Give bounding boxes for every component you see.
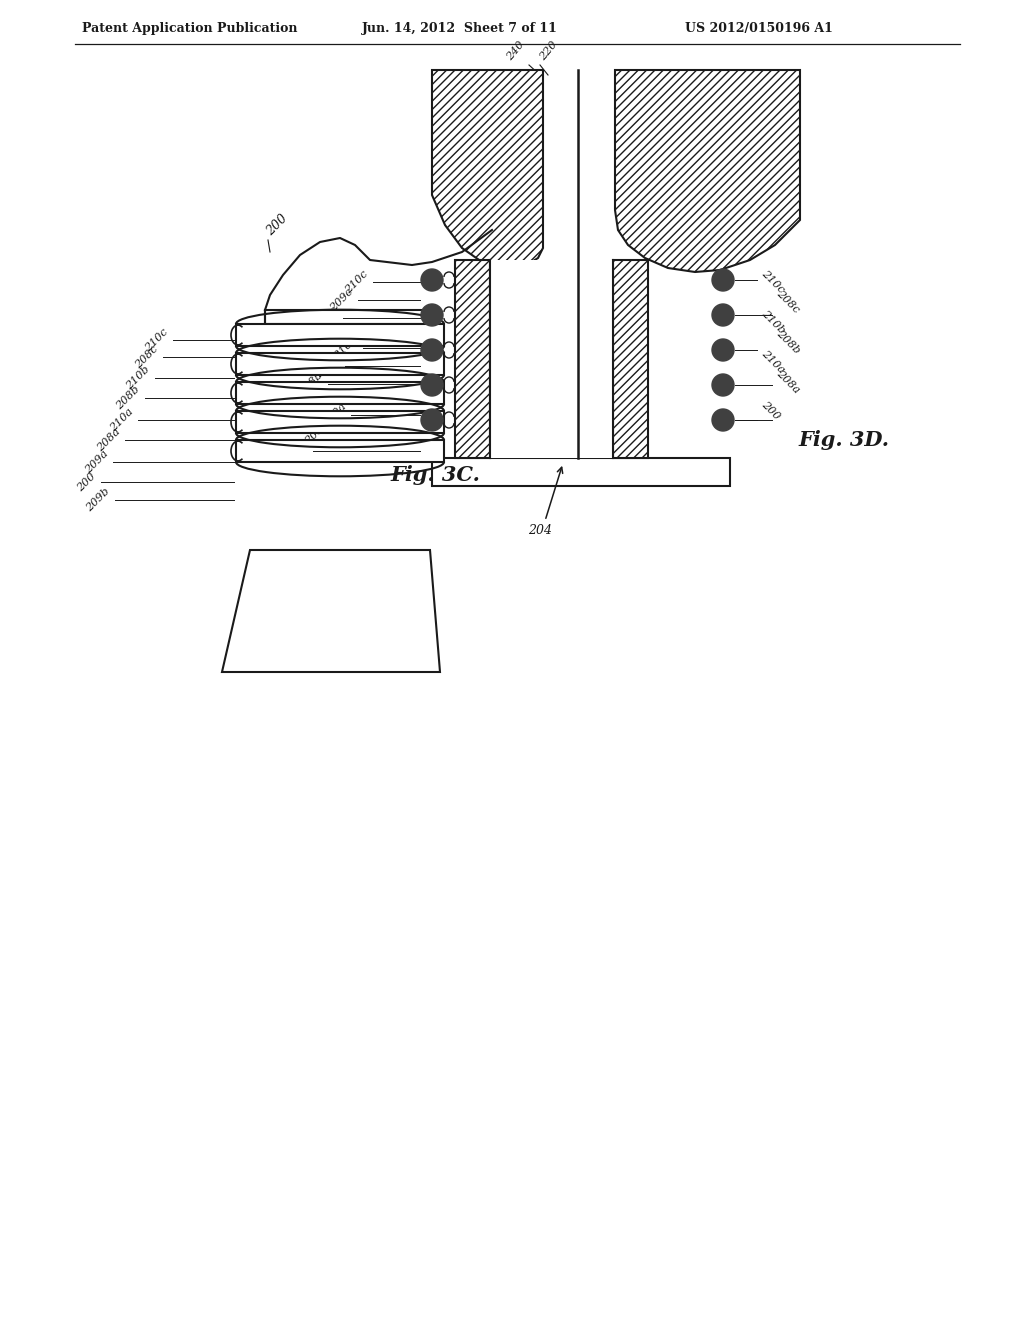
Text: 208a: 208a (303, 420, 330, 446)
Text: 208c: 208c (313, 305, 340, 331)
Text: 209c: 209c (329, 286, 355, 313)
Text: US 2012/0150196 A1: US 2012/0150196 A1 (685, 22, 833, 36)
Text: 209b: 209b (314, 352, 342, 380)
Text: 210b: 210b (333, 334, 360, 362)
Text: 208a: 208a (775, 368, 802, 396)
Polygon shape (615, 70, 800, 272)
Text: Patent Application Publication: Patent Application Publication (82, 22, 298, 36)
Circle shape (712, 339, 734, 360)
Text: 208c: 208c (133, 343, 160, 371)
Text: 208b: 208b (775, 329, 802, 355)
Circle shape (712, 409, 734, 432)
Text: 210a: 210a (109, 407, 135, 433)
Text: 200: 200 (76, 471, 98, 494)
Circle shape (421, 339, 443, 360)
Text: 208c: 208c (775, 289, 802, 315)
Text: 210a: 210a (322, 401, 348, 429)
Circle shape (421, 304, 443, 326)
Text: 240: 240 (505, 40, 526, 62)
Text: 210c: 210c (343, 269, 370, 296)
Polygon shape (236, 381, 444, 404)
Polygon shape (236, 352, 444, 375)
Text: 208a: 208a (95, 426, 122, 454)
Text: 209a: 209a (283, 437, 310, 465)
Polygon shape (236, 411, 444, 433)
Text: 204: 204 (528, 524, 552, 537)
Text: 210b: 210b (125, 364, 152, 392)
Text: 209b: 209b (85, 486, 112, 513)
Text: Fig. 3C.: Fig. 3C. (390, 465, 480, 484)
Text: 209a: 209a (83, 449, 110, 475)
Circle shape (712, 269, 734, 290)
Text: 200: 200 (760, 399, 782, 421)
Circle shape (421, 409, 443, 432)
Text: 210c: 210c (143, 326, 170, 354)
Text: 210a: 210a (760, 348, 786, 375)
Polygon shape (236, 323, 444, 346)
Polygon shape (236, 440, 444, 462)
Text: 210c: 210c (760, 269, 786, 296)
Text: 208b: 208b (298, 371, 325, 397)
Polygon shape (613, 260, 648, 458)
Circle shape (421, 269, 443, 290)
Polygon shape (222, 550, 440, 672)
Text: Fig. 3D.: Fig. 3D. (798, 430, 889, 450)
Circle shape (712, 374, 734, 396)
Polygon shape (490, 260, 613, 458)
Text: 200: 200 (264, 211, 290, 238)
Text: 210b: 210b (760, 309, 787, 335)
Circle shape (712, 304, 734, 326)
Text: 208b: 208b (115, 384, 142, 412)
Polygon shape (432, 70, 543, 268)
Text: Jun. 14, 2012  Sheet 7 of 11: Jun. 14, 2012 Sheet 7 of 11 (362, 22, 558, 36)
Polygon shape (265, 310, 432, 323)
Polygon shape (455, 260, 490, 458)
Text: 220: 220 (538, 40, 559, 62)
Circle shape (421, 374, 443, 396)
Polygon shape (432, 458, 730, 486)
